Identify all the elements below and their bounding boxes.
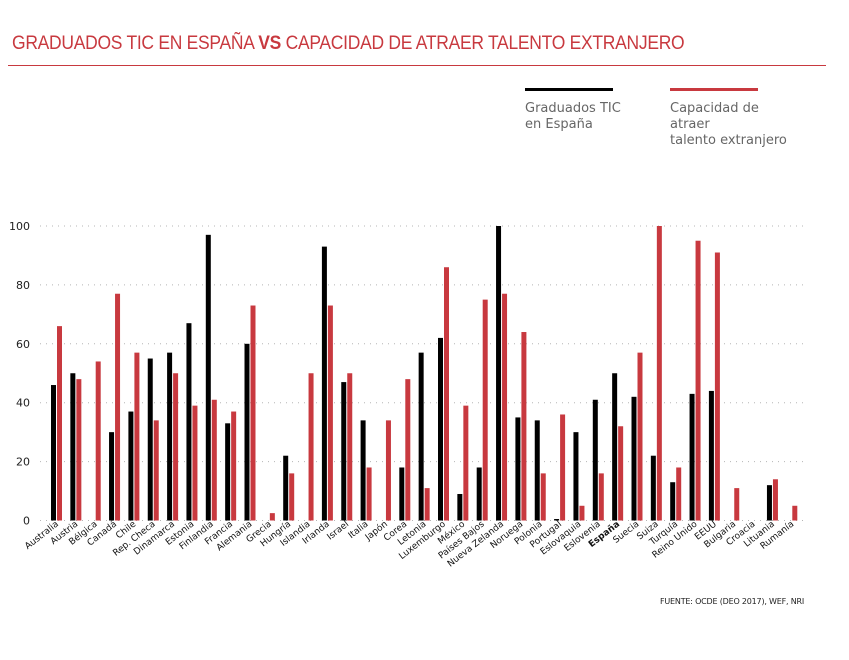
bar-graduados [418,352,424,521]
bar-capacidad [366,467,372,521]
legend-label-line2: en España [525,117,593,132]
bar-graduados [341,382,347,521]
bar-capacidad [695,240,701,521]
bar-capacidad [173,373,179,521]
bar-capacidad [618,426,624,521]
bar-graduados [766,485,772,521]
bar-capacidad [231,411,237,521]
legend-swatch-graduados [525,88,613,91]
bar-graduados [321,246,327,521]
y-tick-label: 80 [16,279,30,292]
bar-graduados [283,455,289,521]
bar-graduados [592,399,598,521]
bar-capacidad [192,405,198,521]
bar-capacidad [115,293,121,521]
legend-item-graduados: Graduados TIC en España [525,88,655,133]
bar-graduados [612,373,618,521]
bar-graduados [128,411,134,521]
bar-chart: 0 20 40 60 80 100 AustraliaAustriaBélgicaCana… [9,220,806,569]
bar-capacidad [734,488,740,521]
y-tick-label: 60 [16,338,30,351]
bar-graduados [650,455,656,521]
legend-label-line1: Graduados TIC [525,101,621,116]
bar-graduados [534,420,540,521]
y-tick-label: 0 [23,515,30,528]
bar-graduados [476,467,482,521]
title-part2: CAPACIDAD DE ATRAER TALENTO EXTRANJERO [281,33,685,54]
bar-capacidad [385,420,391,521]
bar-capacidad [444,267,449,521]
title-vs: VS [258,33,282,54]
bar-graduados [109,432,115,521]
y-tick-label: 20 [16,456,30,469]
bar-graduados [205,234,211,521]
source-note: FUENTE: OCDE (DEO 2017), WEF, NRI [660,597,805,606]
bar-capacidad [656,226,662,521]
bar-capacidad [327,305,333,521]
bar-graduados [360,420,366,521]
bar-capacidad [560,414,566,521]
legend-item-capacidad: Capacidad de atraer talento extranjero [670,88,800,149]
legend-label-graduados: Graduados TIC en España [525,101,655,133]
bar-graduados [515,417,521,521]
bar-capacidad [540,473,546,521]
bar-graduados [244,343,250,521]
bar-capacidad [676,467,682,521]
bar-capacidad [521,332,527,521]
bar-graduados [438,337,443,521]
bar-graduados [631,396,637,521]
bar-capacidad [714,252,720,521]
bar-capacidad [424,488,430,521]
legend-swatch-capacidad [670,88,758,91]
bar-graduados [554,519,560,521]
bar-graduados [496,226,502,521]
legend-label-line1: Capacidad de atraer [670,101,759,132]
bar-graduados [51,385,56,521]
bar-capacidad [502,293,508,521]
bar-graduados [225,423,231,521]
bar-capacidad [211,399,217,521]
bar-capacidad [772,479,778,521]
bar-graduados [573,432,579,521]
y-tick-label: 40 [16,397,30,410]
bar-capacidad [134,352,140,521]
bar-capacidad [347,373,353,521]
bar-graduados [147,358,153,521]
bar-capacidad [153,420,159,521]
y-axis-ticks: 0 20 40 60 80 100 [9,220,30,528]
bar-graduados [399,467,405,521]
title-part1: GRADUADOS TIC EN ESPAÑA [12,33,259,54]
x-tick-label: Israel [326,519,352,542]
bar-graduados [70,373,76,521]
y-tick-label: 100 [9,220,30,233]
chart-title: GRADUADOS TIC EN ESPAÑA VS CAPACIDAD DE … [12,33,685,55]
bar-capacidad [598,473,604,521]
bars [51,226,798,521]
bar-capacidad [792,505,798,521]
bar-graduados [670,482,676,521]
bar-capacidad [482,299,488,521]
bar-capacidad [269,513,275,521]
title-divider [8,65,826,66]
bar-capacidad [95,361,101,521]
bar-capacidad [57,326,62,521]
bar-capacidad [405,379,411,521]
bar-capacidad [76,379,82,521]
legend-label-capacidad: Capacidad de atraer talento extranjero [670,101,800,149]
bar-capacidad [308,373,314,521]
bar-graduados [689,393,695,521]
bar-capacidad [463,405,469,521]
bar-graduados [186,323,192,521]
bar-graduados [457,493,463,521]
legend-label-line2: talento extranjero [670,133,787,148]
bar-graduados [167,352,173,521]
bar-capacidad [250,305,256,521]
bar-capacidad [289,473,295,521]
bar-capacidad [579,505,585,521]
bar-graduados [708,390,714,521]
bar-capacidad [637,352,643,521]
